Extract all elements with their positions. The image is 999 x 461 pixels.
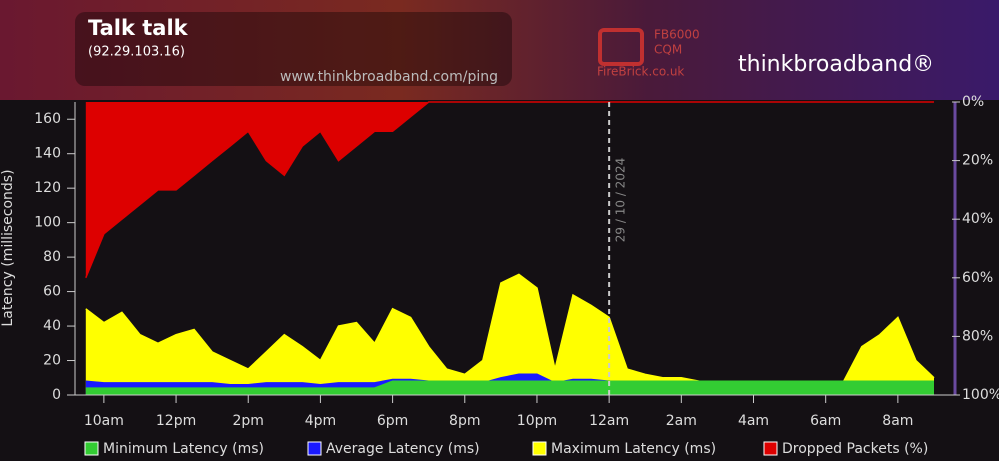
date-label: 29 / 10 / 2024 (614, 158, 628, 242)
y2-tick-label: 100% (962, 387, 999, 403)
logo-text: FB6000 (654, 28, 700, 42)
x-tick-label: 4pm (305, 413, 336, 429)
y-tick-label: 80 (43, 249, 61, 265)
y-tick-label: 0 (52, 387, 61, 403)
y-tick-label: 100 (34, 215, 61, 231)
x-tick-label: 10pm (517, 413, 557, 429)
y-tick-label: 120 (34, 180, 61, 196)
title-box (75, 12, 512, 86)
subtitle: (92.29.103.16) (88, 45, 185, 60)
y2-tick-label: 60% (962, 270, 993, 286)
legend-label: Maximum Latency (ms) (551, 441, 716, 457)
x-tick-label: 12am (589, 413, 629, 429)
y2-tick-label: 0% (962, 94, 984, 110)
x-tick-label: 2pm (233, 413, 264, 429)
y2-tick-label: 80% (962, 328, 993, 344)
area-fill (85, 381, 935, 395)
logo-text: thinkbroadband® (738, 52, 934, 77)
logo-text: FireBrick.co.uk (597, 65, 684, 79)
series-line (85, 101, 934, 279)
y-tick-label: 60 (43, 284, 61, 300)
x-tick-label: 6am (810, 413, 841, 429)
x-tick-label: 2am (666, 413, 697, 429)
y-axis-label: Latency (milliseconds) (0, 169, 16, 326)
area-fill (85, 274, 935, 395)
series-line (85, 380, 934, 389)
source: www.thinkbroadband.com/ping (280, 69, 498, 85)
y-tick-label: 160 (34, 111, 61, 127)
y2-tick-label: 20% (962, 153, 993, 169)
legend-label: Average Latency (ms) (326, 441, 480, 457)
x-tick-label: 4am (738, 413, 769, 429)
firebrick-logo (598, 28, 644, 66)
y-tick-label: 40 (43, 318, 61, 334)
legend-swatch (307, 441, 322, 456)
x-tick-label: 8pm (449, 413, 480, 429)
area-fill (85, 102, 935, 278)
legend-swatch (84, 441, 99, 456)
legend-label: Minimum Latency (ms) (103, 441, 264, 457)
x-tick-label: 10am (84, 413, 124, 429)
y-tick-label: 140 (34, 146, 61, 162)
legend-label: Dropped Packets (%) (782, 441, 928, 457)
logo-text: CQM (654, 43, 682, 57)
x-tick-label: 12pm (156, 413, 196, 429)
legend-swatch (763, 441, 778, 456)
y2-tick-label: 40% (962, 211, 993, 227)
chart-title: Talk talk (88, 16, 189, 40)
x-tick-label: 8am (882, 413, 913, 429)
y-tick-label: 20 (43, 353, 61, 369)
legend-swatch (532, 441, 547, 456)
x-tick-label: 6pm (377, 413, 408, 429)
